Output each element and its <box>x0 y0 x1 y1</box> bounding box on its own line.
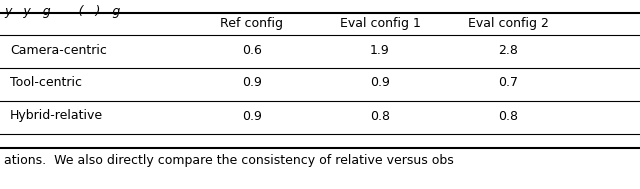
Text: Hybrid-relative: Hybrid-relative <box>10 109 103 122</box>
Text: Tool-centric: Tool-centric <box>10 77 82 90</box>
Text: ations.  We also directly compare the consistency of relative versus obs: ations. We also directly compare the con… <box>4 154 454 167</box>
Text: Eval config 2: Eval config 2 <box>468 18 548 30</box>
Text: 0.8: 0.8 <box>370 109 390 122</box>
Text: 0.9: 0.9 <box>242 109 262 122</box>
Text: y   y   g       (   )   g: y y g ( ) g <box>4 5 120 18</box>
Text: 1.9: 1.9 <box>370 43 390 57</box>
Text: 0.6: 0.6 <box>242 43 262 57</box>
Text: 0.7: 0.7 <box>498 77 518 90</box>
Text: Ref config: Ref config <box>221 18 284 30</box>
Text: 2.8: 2.8 <box>498 43 518 57</box>
Text: 0.8: 0.8 <box>498 109 518 122</box>
Text: 0.9: 0.9 <box>370 77 390 90</box>
Text: Camera-centric: Camera-centric <box>10 43 107 57</box>
Text: 0.9: 0.9 <box>242 77 262 90</box>
Text: Eval config 1: Eval config 1 <box>340 18 420 30</box>
